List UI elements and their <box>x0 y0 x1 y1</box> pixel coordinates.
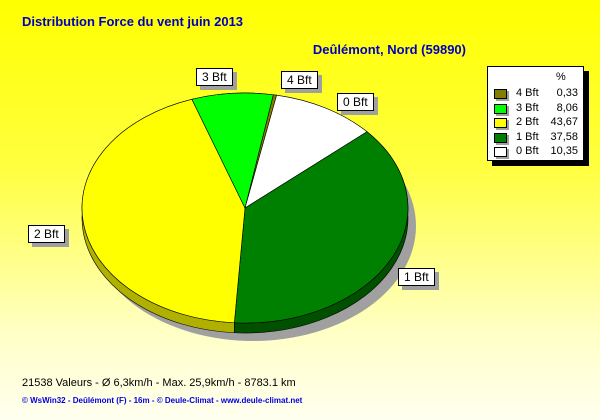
legend-label: 0 Bft <box>516 145 539 157</box>
legend-item: 3 Bft 8,06 <box>494 102 578 115</box>
slice-3-bft <box>191 92 274 209</box>
legend-swatch <box>494 147 507 157</box>
legend-value: 37,58 <box>550 130 578 143</box>
legend-label: 4 Bft <box>516 87 539 99</box>
footer-credits: © WsWin32 - Deûlémont (F) - 16m - © Deul… <box>22 396 303 405</box>
legend-value: 0,33 <box>556 87 578 99</box>
legend-swatch <box>494 118 507 128</box>
legend: % 4 Bft 0,33 3 Bft 8,06 2 Bft 43,67 1 Bft 37,58… <box>487 66 584 161</box>
legend-swatch <box>494 132 507 143</box>
legend-label: 3 Bft <box>516 101 539 114</box>
slice-1-bft <box>234 131 409 324</box>
slice-label: 1 Bft <box>398 268 435 286</box>
legend-value: 43,67 <box>550 116 578 128</box>
location-label: Deûlémont, Nord (59890) <box>312 42 466 57</box>
legend-value: 10,35 <box>550 145 578 157</box>
legend-header: % <box>556 71 566 83</box>
legend-item: 2 Bft 43,67 <box>494 116 578 129</box>
slice-label: 3 Bft <box>196 68 233 86</box>
legend-swatch <box>494 89 507 99</box>
legend-label: 2 Bft <box>516 116 539 128</box>
legend-label: 1 Bft <box>516 130 539 143</box>
legend-value: 8,06 <box>556 101 578 114</box>
legend-swatch <box>494 103 507 114</box>
legend-item: 1 Bft 37,58 <box>494 131 578 144</box>
legend-item: 4 Bft 0,33 <box>494 87 578 100</box>
slice-0-bft <box>244 94 368 209</box>
legend-item: 0 Bft 10,35 <box>494 145 578 158</box>
slice-label: 2 Bft <box>28 225 65 243</box>
chart-title: Distribution Force du vent juin 2013 <box>22 14 244 29</box>
slice-label: 0 Bft <box>337 93 374 111</box>
slice-label: 4 Bft <box>281 71 318 89</box>
stats-line: 21538 Valeurs - Ø 6,3km/h - Max. 25,9km/… <box>22 377 296 389</box>
slice-2-bft <box>81 98 246 324</box>
